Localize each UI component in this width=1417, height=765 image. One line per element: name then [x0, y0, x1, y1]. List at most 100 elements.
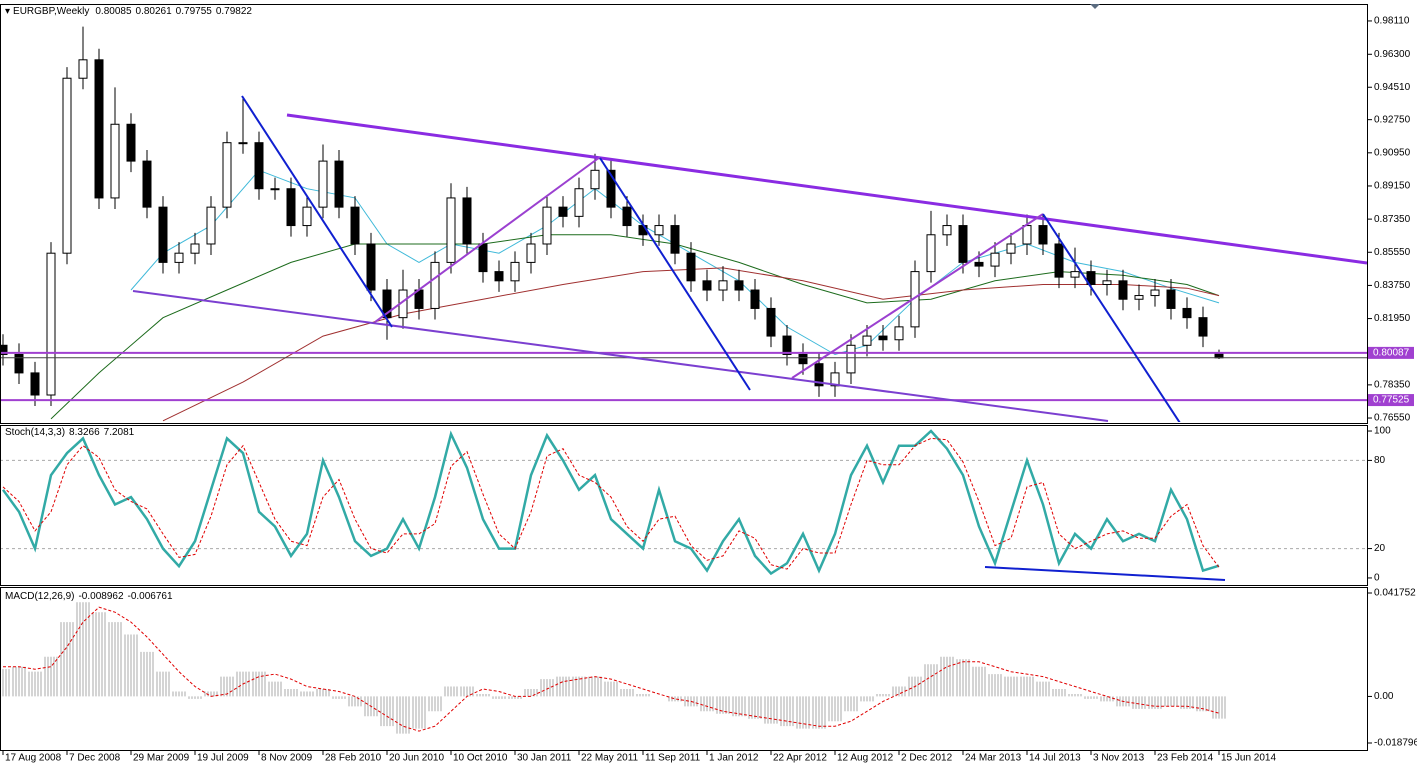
candle-body [590, 169, 600, 190]
x-tick-label: 2 Dec 2012 [901, 753, 953, 764]
stoch-plot [1, 429, 1367, 576]
y-tick-label: 0.00 [1374, 691, 1394, 702]
candle-body [1006, 243, 1016, 254]
candle-body [30, 372, 40, 396]
menu-arrow[interactable]: ▾ [5, 6, 10, 17]
candle-body [1166, 289, 1176, 309]
candle-body [1198, 317, 1208, 337]
candle-body [1102, 280, 1112, 285]
y-tick-label: 100 [1374, 426, 1391, 437]
y-tick-label: 0.83750 [1374, 280, 1411, 291]
candle-body [670, 225, 680, 254]
x-tick-label: 22 Apr 2012 [773, 753, 827, 764]
candle-body [974, 261, 984, 267]
candle-body [798, 353, 808, 365]
macd-panel [0, 587, 1368, 751]
y-tick-label: 0.81950 [1374, 313, 1411, 324]
macd-main-value: -0.008962 [78, 591, 123, 602]
candle-body [350, 206, 360, 245]
candle-body [558, 206, 568, 217]
y-tick-label: 0 [1374, 573, 1380, 584]
candle-body [286, 188, 296, 227]
candle-body [494, 271, 504, 282]
candle-body [1070, 271, 1080, 278]
price-label-box [1368, 346, 1414, 359]
candle-body [14, 353, 24, 374]
price-label: 0.80087 [1373, 348, 1410, 359]
candle-body [78, 59, 88, 79]
candle-body [990, 252, 1000, 267]
macd-signal-value: -0.006761 [128, 591, 173, 602]
y-tick-label: 0.94510 [1374, 82, 1411, 93]
stoch-panel [0, 425, 1368, 586]
candle-body [654, 225, 664, 236]
y-tick-label: 0.92750 [1374, 114, 1411, 125]
price-label-box [1368, 394, 1414, 407]
candle-body [766, 307, 776, 337]
x-tick-label: 11 Sep 2011 [645, 753, 701, 764]
candle-body [686, 252, 696, 282]
trendline [132, 290, 1109, 422]
ohlc-close: 0.79822 [216, 6, 253, 17]
candle-body [142, 160, 152, 208]
x-tick-label: 10 Oct 2010 [453, 753, 508, 764]
y-tick-label: 0.96300 [1374, 49, 1411, 60]
x-tick-label: 15 Jun 2014 [1221, 753, 1276, 764]
trendlines [132, 95, 1367, 422]
candle-body [526, 243, 536, 263]
y-tick-label: 0.87350 [1374, 214, 1411, 225]
y-tick-label: 0.85550 [1374, 247, 1411, 258]
trendline [286, 113, 1367, 265]
candle-body [1022, 225, 1032, 245]
candle-body [1, 344, 8, 355]
candle-body [782, 335, 792, 355]
candle-body [222, 142, 232, 208]
candle-body [734, 280, 744, 291]
y-tick-label: 0.041752 [1374, 588, 1416, 599]
candle-body [446, 197, 456, 263]
trendline [984, 566, 1226, 581]
candle-body [574, 188, 584, 217]
x-tick-label: 29 Mar 2009 [133, 753, 190, 764]
candle-body [830, 372, 840, 387]
ohlc-high: 0.80261 [136, 6, 173, 17]
trendline [1042, 213, 1181, 422]
candle-body [206, 206, 216, 245]
candle-body [846, 344, 856, 374]
candle-body [1182, 307, 1192, 319]
candle-body [126, 123, 136, 162]
x-tick-label: 30 Jan 2011 [517, 753, 572, 764]
x-tick-label: 7 Dec 2008 [69, 753, 121, 764]
trendline [241, 95, 393, 328]
candle-body [366, 243, 376, 291]
candle-body [478, 243, 488, 273]
macd-header: MACD(12,26,9) -0.008962 -0.006761 [5, 591, 173, 602]
candle-body [622, 206, 632, 227]
candle-body [94, 59, 104, 199]
indicator-line [1, 429, 1220, 576]
trendline [374, 156, 601, 323]
candle-body [430, 261, 440, 309]
candle-body [862, 335, 872, 346]
x-tick-label: 28 Feb 2010 [325, 753, 382, 764]
candle-body [1150, 289, 1160, 297]
price-plot [1, 26, 1367, 422]
candle-body [510, 261, 520, 282]
candle-body [462, 197, 472, 245]
x-tick-label: 19 Jul 2009 [197, 753, 249, 764]
x-tick-label: 23 Feb 2014 [1157, 753, 1214, 764]
trendline [599, 157, 751, 391]
candle-body [1086, 271, 1096, 285]
candle-body [62, 77, 72, 254]
candle-body [1134, 295, 1144, 300]
candle-body [926, 234, 936, 273]
candle-body [878, 335, 888, 341]
candle-body [814, 363, 824, 387]
candle-body [238, 142, 248, 145]
candle-body [1118, 280, 1128, 300]
y-tick-label: 0.89150 [1374, 181, 1411, 192]
candle-body [702, 280, 712, 291]
ohlc-low: 0.79755 [176, 6, 213, 17]
